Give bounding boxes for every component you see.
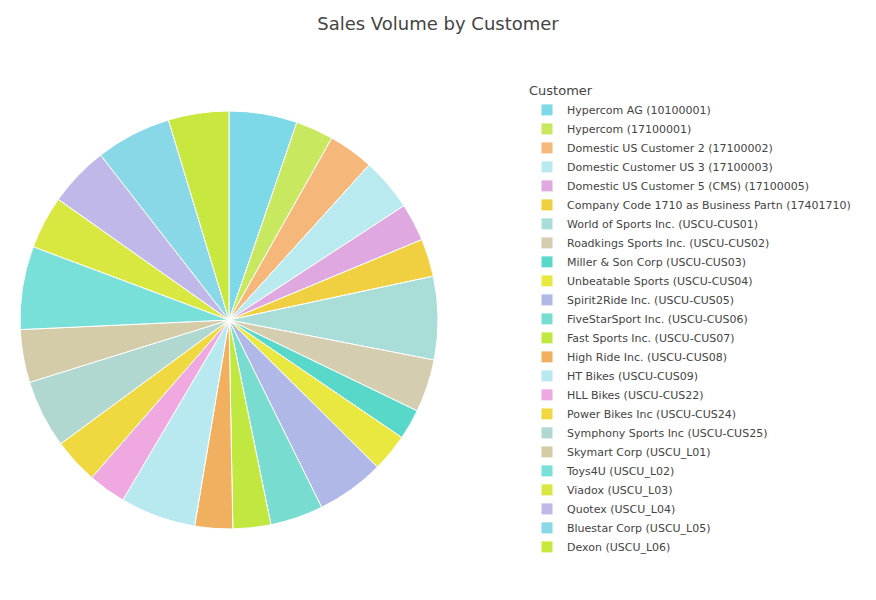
svg-text:Fast Sports Inc. (USCU-CUS07): Fast Sports Inc. (USCU-CUS07) — [567, 332, 735, 345]
svg-text:HLL Bikes (USCU-CUS22): HLL Bikes (USCU-CUS22) — [567, 389, 704, 402]
svg-text:Miller & Son Corp (USCU-CUS03): Miller & Son Corp (USCU-CUS03) — [567, 256, 746, 269]
svg-text:World of Sports Inc. (USCU-CUS: World of Sports Inc. (USCU-CUS01) — [567, 218, 758, 231]
svg-text:FiveStarSport Inc. (USCU-CUS06: FiveStarSport Inc. (USCU-CUS06) — [567, 313, 748, 326]
svg-text:Quotex (USCU_L04): Quotex (USCU_L04) — [567, 503, 675, 516]
svg-text:Viadox (USCU_L03): Viadox (USCU_L03) — [567, 484, 672, 497]
svg-text:Domestic US Customer 5 (CMS) (: Domestic US Customer 5 (CMS) (17100005) — [567, 180, 809, 193]
svg-text:HT Bikes (USCU-CUS09): HT Bikes (USCU-CUS09) — [567, 370, 698, 383]
svg-text:Company Code 1710 as Business: Company Code 1710 as Business Partn (174… — [567, 199, 851, 212]
svg-text:Roadkings Sports Inc. (USCU-CU: Roadkings Sports Inc. (USCU-CUS02) — [567, 237, 769, 250]
svg-text:Sales Volume by Customer: Sales Volume by Customer — [317, 13, 559, 34]
svg-text:Spirit2Ride Inc. (USCU-CUS05): Spirit2Ride Inc. (USCU-CUS05) — [567, 294, 734, 307]
svg-text:Hypercom AG (10100001): Hypercom AG (10100001) — [567, 104, 711, 117]
svg-text:Customer: Customer — [529, 83, 593, 98]
svg-text:Dexon (USCU_L06): Dexon (USCU_L06) — [567, 541, 670, 554]
svg-text:Hypercom (17100001): Hypercom (17100001) — [567, 123, 691, 136]
svg-text:Bluestar Corp (USCU_L05): Bluestar Corp (USCU_L05) — [567, 522, 711, 535]
svg-text:Power Bikes Inc (USCU-CUS24): Power Bikes Inc (USCU-CUS24) — [567, 408, 736, 421]
svg-text:Skymart Corp (USCU_L01): Skymart Corp (USCU_L01) — [567, 446, 711, 459]
svg-text:High Ride Inc. (USCU-CUS08): High Ride Inc. (USCU-CUS08) — [567, 351, 727, 364]
svg-text:Domestic US Customer 2 (171000: Domestic US Customer 2 (17100002) — [567, 142, 773, 155]
svg-text:Symphony Sports Inc (USCU-CUS2: Symphony Sports Inc (USCU-CUS25) — [567, 427, 767, 440]
svg-text:Unbeatable Sports (USCU-CUS04): Unbeatable Sports (USCU-CUS04) — [567, 275, 753, 288]
svg-text:Toys4U (USCU_L02): Toys4U (USCU_L02) — [566, 465, 674, 478]
svg-text:Domestic Customer US 3 (171000: Domestic Customer US 3 (17100003) — [567, 161, 773, 174]
